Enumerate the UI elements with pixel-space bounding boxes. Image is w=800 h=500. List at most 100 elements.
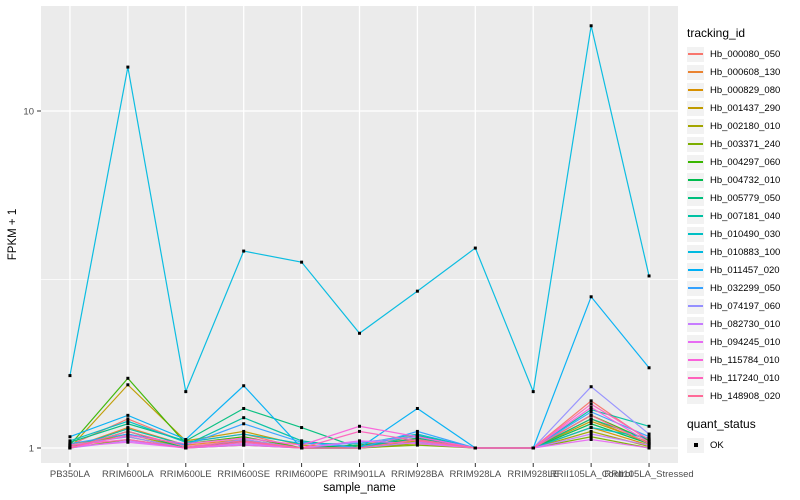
legend-key-swatch (687, 262, 704, 278)
series-color-line-icon (688, 359, 703, 361)
legend-key-swatch (687, 352, 704, 368)
legend-entry-Hb_003371_240: Hb_003371_240 (687, 135, 799, 153)
legend-entry-label: Hb_010883_100 (710, 246, 781, 258)
legend-key-swatch (687, 64, 704, 80)
series-color-line-icon (688, 179, 703, 181)
series-color-line-icon (688, 305, 703, 307)
legend-key-swatch (687, 172, 704, 188)
legend-entry-Hb_001437_290: Hb_001437_290 (687, 99, 799, 117)
legend-entry-Hb_000080_050: Hb_000080_050 (687, 45, 799, 63)
legend-entry-Hb_000829_080: Hb_000829_080 (687, 81, 799, 99)
legend-entry-Hb_004732_010: Hb_004732_010 (687, 171, 799, 189)
axis-ticks (37, 110, 650, 467)
legend-key-swatch (687, 298, 704, 314)
series-color-line-icon (688, 161, 703, 163)
legend-entry-Hb_004297_060: Hb_004297_060 (687, 153, 799, 171)
series-color-line-icon (688, 269, 703, 271)
legend-entry-label: Hb_007181_040 (710, 210, 781, 222)
legend-entry-Hb_000608_130: Hb_000608_130 (687, 63, 799, 81)
legend-entry-Hb_082730_010: Hb_082730_010 (687, 315, 799, 333)
series-color-line-icon (688, 89, 703, 91)
legend-key-swatch (687, 226, 704, 242)
legend-entry-Hb_148908_020: Hb_148908_020 (687, 387, 799, 405)
legend-entry-Hb_010490_030: Hb_010490_030 (687, 225, 799, 243)
legend-entry-Hb_011457_020: Hb_011457_020 (687, 261, 799, 279)
legend-key-swatch (687, 244, 704, 260)
series-color-line-icon (688, 251, 703, 253)
legend-entry-Hb_115784_010: Hb_115784_010 (687, 351, 799, 369)
legend-entry-Hb_002180_010: Hb_002180_010 (687, 117, 799, 135)
legend: tracking_id Hb_000080_050 Hb_000608_130 Hb… (687, 26, 799, 454)
legend-entry-label: Hb_002180_010 (710, 120, 781, 132)
quant-ok-label: OK (710, 439, 724, 451)
legend-entry-label: Hb_082730_010 (710, 318, 781, 330)
legend-entry-label: Hb_115784_010 (710, 354, 780, 366)
legend-entry-quant-ok: OK (687, 436, 799, 454)
legend-key-swatch (687, 190, 704, 206)
legend-key-swatch (687, 208, 704, 224)
x-tick-label-RRIM901LA: RRIM901LA (334, 469, 386, 480)
black-square-marker-icon (693, 443, 698, 447)
legend-entries: Hb_000080_050 Hb_000608_130 Hb_000829_080 H… (687, 45, 799, 405)
legend-entry-Hb_074197_060: Hb_074197_060 (687, 297, 799, 315)
legend-key-swatch (687, 388, 704, 404)
x-axis-title: sample_name (323, 482, 395, 494)
legend-key-swatch (687, 136, 704, 152)
legend-key-swatch (687, 280, 704, 296)
legend-entry-label: Hb_003371_240 (710, 138, 781, 150)
legend-key-swatch (687, 316, 704, 332)
legend-entry-label: Hb_094245_010 (710, 336, 781, 348)
x-tick-label-RRIM928BA: RRIM928BA (391, 469, 444, 480)
y-axis-title: FPKM + 1 (7, 209, 19, 260)
legend-entry-label: Hb_001437_290 (710, 102, 781, 114)
x-tick-label-RRIM928LA: RRIM928LA (449, 469, 501, 480)
series-color-line-icon (688, 341, 703, 343)
data-point-markers (68, 24, 651, 450)
legend-entry-label: Hb_000080_050 (710, 48, 781, 60)
x-tick-label-RRII105LA_Stressed: RRII105LA_Stressed (604, 469, 693, 480)
legend-entry-label: Hb_005779_050 (710, 192, 781, 204)
x-tick-label-RRIM600LA: RRIM600LA (102, 469, 154, 480)
y-tick-label: 10 (23, 107, 34, 118)
x-tick-label-RRIM928LE: RRIM928LE (507, 469, 559, 480)
legend-entry-label: Hb_010490_030 (710, 228, 781, 240)
legend-key-swatch (687, 154, 704, 170)
tick-labels: 1 10 PB350LA RRIM600LA RRIM600LE RRIM600SE RRI… (23, 107, 693, 481)
legend-entry-Hb_007181_040: Hb_007181_040 (687, 207, 799, 225)
series-color-line-icon (688, 233, 703, 235)
legend-key-swatch (687, 82, 704, 98)
legend-entry-Hb_005779_050: Hb_005779_050 (687, 189, 799, 207)
legend-entry-Hb_094245_010: Hb_094245_010 (687, 333, 799, 351)
legend-entry-label: Hb_000829_080 (710, 84, 781, 96)
x-tick-label-RRIM600LE: RRIM600LE (160, 469, 212, 480)
legend-entry-Hb_117240_010: Hb_117240_010 (687, 369, 799, 387)
series-color-line-icon (688, 107, 703, 109)
legend-key-swatch (687, 118, 704, 134)
x-tick-label-RRIM600PE: RRIM600PE (275, 469, 328, 480)
legend-entry-label: Hb_074197_060 (710, 300, 781, 312)
legend-entry-label: Hb_011457_020 (710, 264, 780, 276)
quant-ok-key (687, 437, 704, 453)
legend-title-tracking-id: tracking_id (687, 26, 746, 40)
series-color-line-icon (688, 323, 703, 325)
series-color-line-icon (688, 287, 703, 289)
series-color-line-icon (688, 53, 703, 55)
series-color-line-icon (688, 143, 703, 145)
series-color-line-icon (688, 395, 703, 397)
legend-entry-label: Hb_004297_060 (710, 156, 781, 168)
legend-entry-label: Hb_000608_130 (710, 66, 781, 78)
legend-entry-label: Hb_032299_050 (710, 282, 781, 294)
legend-entry-label: Hb_148908_020 (710, 390, 781, 402)
legend-entry-Hb_032299_050: Hb_032299_050 (687, 279, 799, 297)
x-tick-label-RRIM600SE: RRIM600SE (217, 469, 270, 480)
legend-entry-Hb_010883_100: Hb_010883_100 (687, 243, 799, 261)
y-tick-label: 1 (29, 444, 34, 455)
x-tick-label-PB350LA: PB350LA (50, 469, 91, 480)
series-color-line-icon (688, 197, 703, 199)
quant-status-block: quant_status OK (687, 417, 799, 454)
legend-title-quant-status: quant_status (687, 417, 756, 431)
legend-key-swatch (687, 334, 704, 350)
series-color-line-icon (688, 125, 703, 127)
